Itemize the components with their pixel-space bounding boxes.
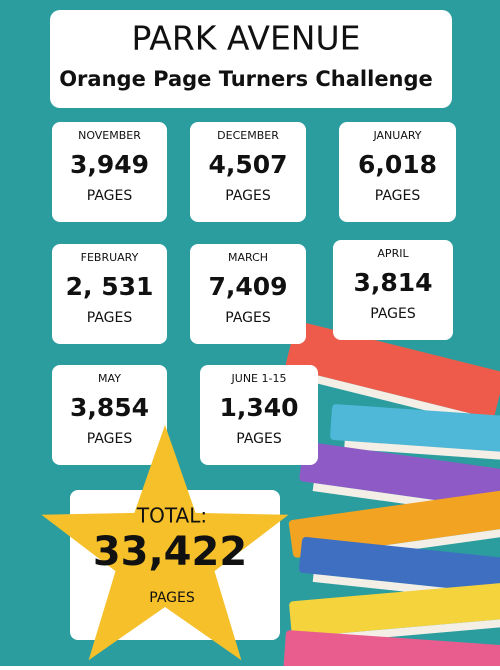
month-unit: PAGES bbox=[87, 431, 133, 447]
month-name: JUNE 1-15 bbox=[231, 372, 287, 385]
month-unit: PAGES bbox=[87, 188, 133, 204]
month-pages: 1,340 bbox=[219, 393, 298, 422]
star bbox=[41, 425, 289, 661]
month-pages: 4,507 bbox=[208, 150, 287, 179]
month-name: MARCH bbox=[228, 251, 268, 264]
month-pages: 6,018 bbox=[358, 150, 437, 179]
month-card bbox=[52, 244, 167, 344]
subtitle: Orange Page Turners Challenge bbox=[59, 67, 433, 91]
month-card bbox=[339, 122, 456, 222]
month-unit: PAGES bbox=[375, 188, 421, 204]
month-name: MAY bbox=[98, 372, 121, 385]
month-unit: PAGES bbox=[236, 431, 282, 447]
title: PARK AVENUE bbox=[131, 19, 360, 58]
month-pages: 7,409 bbox=[208, 272, 287, 301]
month-name: FEBRUARY bbox=[81, 251, 139, 264]
month-name: NOVEMBER bbox=[78, 129, 141, 142]
title-box bbox=[50, 10, 452, 108]
month-pages: 3,814 bbox=[353, 268, 432, 297]
month-card bbox=[200, 365, 318, 465]
month-pages: 3,854 bbox=[70, 393, 149, 422]
month-card bbox=[52, 122, 167, 222]
month-card bbox=[190, 244, 306, 344]
month-unit: PAGES bbox=[225, 188, 271, 204]
month-card bbox=[52, 365, 167, 465]
month-unit: PAGES bbox=[87, 310, 133, 326]
month-unit: PAGES bbox=[225, 310, 271, 326]
month-cards: NOVEMBER 3,949 PAGES DECEMBER 4,507 PAGES JANU… bbox=[52, 122, 456, 465]
month-card bbox=[333, 240, 453, 340]
total-label: TOTAL: bbox=[136, 504, 207, 528]
total-pages: 33,422 bbox=[93, 529, 247, 575]
month-name: APRIL bbox=[377, 247, 409, 260]
month-unit: PAGES bbox=[370, 306, 416, 322]
month-pages: 2, 531 bbox=[66, 272, 154, 301]
month-pages: 3,949 bbox=[70, 150, 149, 179]
month-card bbox=[190, 122, 306, 222]
month-name: JANUARY bbox=[372, 129, 421, 142]
book-stack bbox=[283, 321, 500, 670]
month-name: DECEMBER bbox=[217, 129, 279, 142]
total-unit: PAGES bbox=[149, 590, 195, 606]
